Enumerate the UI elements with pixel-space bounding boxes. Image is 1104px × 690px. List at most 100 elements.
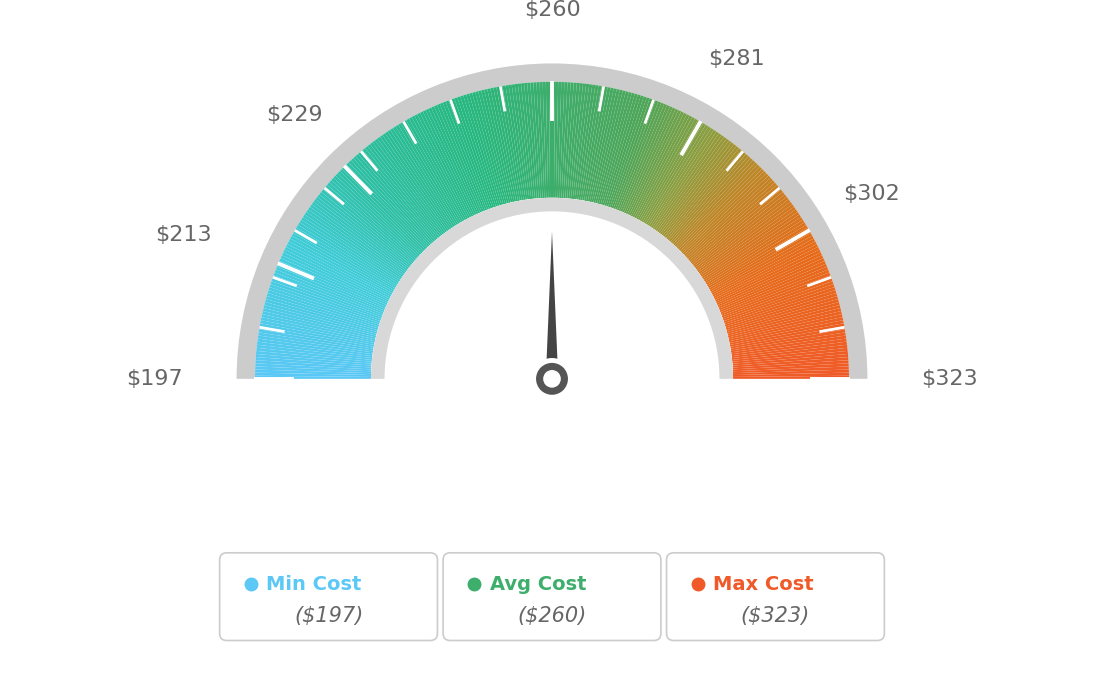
Wedge shape bbox=[331, 178, 418, 257]
Wedge shape bbox=[732, 348, 848, 362]
Wedge shape bbox=[552, 82, 555, 198]
Wedge shape bbox=[258, 329, 373, 351]
Wedge shape bbox=[715, 250, 820, 302]
Wedge shape bbox=[697, 199, 790, 271]
Wedge shape bbox=[487, 88, 514, 202]
Wedge shape bbox=[590, 88, 617, 202]
Wedge shape bbox=[259, 326, 374, 348]
Wedge shape bbox=[592, 89, 619, 203]
Text: $197: $197 bbox=[126, 369, 183, 389]
Wedge shape bbox=[258, 333, 373, 353]
Wedge shape bbox=[286, 244, 391, 298]
Wedge shape bbox=[256, 348, 372, 362]
Wedge shape bbox=[676, 162, 757, 248]
Wedge shape bbox=[710, 233, 813, 292]
Wedge shape bbox=[668, 150, 744, 241]
Wedge shape bbox=[690, 187, 781, 264]
Wedge shape bbox=[665, 146, 739, 238]
Wedge shape bbox=[333, 175, 420, 256]
Wedge shape bbox=[595, 90, 626, 204]
Wedge shape bbox=[262, 311, 375, 339]
Wedge shape bbox=[581, 86, 602, 200]
Wedge shape bbox=[565, 83, 577, 199]
Wedge shape bbox=[268, 287, 380, 325]
Wedge shape bbox=[692, 192, 785, 266]
Text: ($260): ($260) bbox=[518, 606, 586, 626]
Wedge shape bbox=[603, 94, 638, 206]
Wedge shape bbox=[689, 185, 778, 262]
Wedge shape bbox=[726, 299, 839, 332]
Wedge shape bbox=[371, 198, 733, 379]
Wedge shape bbox=[680, 169, 764, 252]
Wedge shape bbox=[637, 117, 696, 220]
Wedge shape bbox=[336, 173, 422, 255]
Wedge shape bbox=[724, 290, 837, 326]
Wedge shape bbox=[682, 173, 768, 255]
Wedge shape bbox=[372, 140, 444, 235]
Wedge shape bbox=[401, 121, 461, 223]
Wedge shape bbox=[448, 99, 490, 209]
Wedge shape bbox=[466, 94, 501, 206]
Bar bbox=[209, 379, 895, 478]
Wedge shape bbox=[658, 139, 729, 233]
Wedge shape bbox=[666, 148, 741, 239]
Wedge shape bbox=[593, 90, 623, 203]
Text: $302: $302 bbox=[843, 184, 900, 204]
Wedge shape bbox=[296, 225, 397, 286]
Wedge shape bbox=[306, 209, 403, 277]
Wedge shape bbox=[732, 342, 847, 358]
Wedge shape bbox=[502, 86, 523, 200]
Wedge shape bbox=[718, 258, 825, 307]
Wedge shape bbox=[700, 207, 796, 275]
Wedge shape bbox=[399, 124, 460, 224]
Wedge shape bbox=[353, 156, 433, 244]
Wedge shape bbox=[704, 219, 805, 284]
Wedge shape bbox=[624, 106, 672, 213]
Wedge shape bbox=[543, 82, 549, 198]
Wedge shape bbox=[380, 135, 448, 231]
Wedge shape bbox=[270, 281, 381, 321]
Wedge shape bbox=[365, 146, 439, 238]
Wedge shape bbox=[733, 366, 849, 373]
Wedge shape bbox=[414, 115, 470, 219]
Wedge shape bbox=[643, 121, 703, 223]
Wedge shape bbox=[598, 92, 631, 204]
Circle shape bbox=[533, 360, 571, 397]
Wedge shape bbox=[301, 217, 400, 282]
Wedge shape bbox=[694, 195, 787, 268]
Wedge shape bbox=[573, 83, 590, 199]
Wedge shape bbox=[261, 317, 375, 343]
Wedge shape bbox=[290, 236, 393, 293]
Wedge shape bbox=[722, 278, 832, 319]
Wedge shape bbox=[641, 120, 701, 222]
Wedge shape bbox=[686, 178, 773, 257]
Wedge shape bbox=[257, 339, 373, 356]
Wedge shape bbox=[582, 86, 605, 201]
Wedge shape bbox=[726, 302, 840, 334]
Wedge shape bbox=[691, 190, 783, 265]
Wedge shape bbox=[733, 373, 849, 377]
Wedge shape bbox=[294, 230, 395, 290]
Wedge shape bbox=[721, 273, 830, 316]
Wedge shape bbox=[385, 132, 452, 229]
Wedge shape bbox=[314, 199, 407, 271]
Wedge shape bbox=[452, 99, 492, 208]
Wedge shape bbox=[533, 82, 542, 198]
FancyBboxPatch shape bbox=[443, 553, 661, 640]
Wedge shape bbox=[382, 133, 450, 230]
Wedge shape bbox=[277, 264, 385, 310]
Wedge shape bbox=[457, 97, 496, 207]
Wedge shape bbox=[338, 171, 423, 253]
Wedge shape bbox=[728, 308, 841, 337]
Wedge shape bbox=[446, 101, 489, 210]
Wedge shape bbox=[412, 116, 468, 219]
Wedge shape bbox=[342, 166, 425, 251]
Wedge shape bbox=[370, 142, 443, 236]
Wedge shape bbox=[425, 109, 477, 215]
Wedge shape bbox=[681, 171, 766, 253]
Wedge shape bbox=[671, 156, 751, 244]
FancyBboxPatch shape bbox=[667, 553, 884, 640]
Wedge shape bbox=[521, 83, 535, 199]
Wedge shape bbox=[731, 333, 846, 353]
Wedge shape bbox=[256, 345, 372, 360]
